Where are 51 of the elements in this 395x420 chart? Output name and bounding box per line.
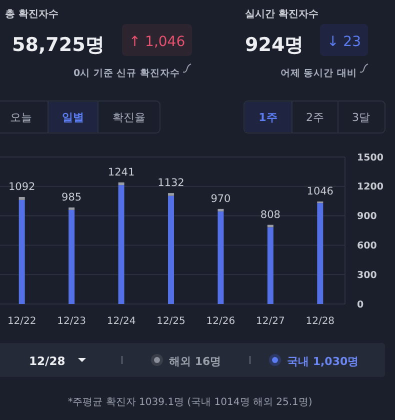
total-label: 1132 — [158, 177, 184, 190]
bar — [18, 200, 25, 304]
x-tick-label: 12/28 — [306, 316, 335, 327]
x-tick-label: 12/25 — [156, 316, 186, 327]
y-tick-label: 300 — [357, 270, 378, 281]
x-tick-label: 12/23 — [57, 316, 86, 327]
text: 어제 동시간 대비 — [280, 68, 357, 79]
bar — [267, 227, 274, 304]
bar — [68, 207, 75, 210]
x-tick-label: 12/26 — [206, 316, 236, 327]
text: 오늘 — [10, 111, 32, 124]
total-label: 985 — [62, 191, 82, 204]
text: 0시 기준 신규 확진자수 — [73, 68, 180, 79]
total-label: 1092 — [8, 180, 36, 193]
total-label: 808 — [260, 208, 280, 221]
text: 58,725명 — [12, 34, 104, 56]
bar — [68, 210, 75, 304]
y-tick-label: 1500 — [357, 152, 384, 164]
bar — [118, 182, 124, 186]
text: *주평균 확진자 1039.1명 (국내 1014명 해외 25.1명) — [68, 397, 312, 408]
y-tick-label: 0 — [357, 299, 364, 310]
text: 12/28 — [29, 354, 66, 368]
bar — [18, 196, 25, 200]
bar — [267, 224, 274, 228]
text: 국내 1,030명 — [287, 355, 359, 368]
text: 해외 16명 — [169, 355, 222, 368]
total-label: 970 — [210, 192, 231, 205]
text: 일별 — [62, 111, 84, 124]
text: 1주 — [258, 111, 278, 124]
text: 2주 — [306, 111, 324, 124]
text: 총 확진자수 — [5, 9, 58, 20]
x-tick-label: 12/22 — [7, 316, 36, 327]
bar — [168, 193, 174, 196]
text: 실시간 확진자수 — [245, 9, 318, 20]
bar — [218, 211, 224, 304]
bar — [218, 208, 224, 212]
bar — [168, 196, 174, 304]
text: 3달 — [352, 111, 370, 124]
text: 924명 — [245, 34, 304, 56]
bar — [118, 185, 124, 304]
y-tick-label: 900 — [357, 211, 378, 222]
text: ↓ 23 — [327, 34, 361, 50]
total-label: 1241 — [108, 166, 135, 178]
total-label: 1046 — [306, 185, 334, 198]
y-tick-label: 1200 — [357, 182, 384, 193]
x-tick-label: 12/24 — [106, 316, 136, 327]
text: ↑ 1,046 — [128, 34, 186, 50]
x-tick-label: 12/27 — [256, 316, 285, 327]
y-tick-label: 600 — [357, 240, 378, 252]
bar — [317, 203, 324, 304]
text: 확진율 — [112, 111, 146, 124]
